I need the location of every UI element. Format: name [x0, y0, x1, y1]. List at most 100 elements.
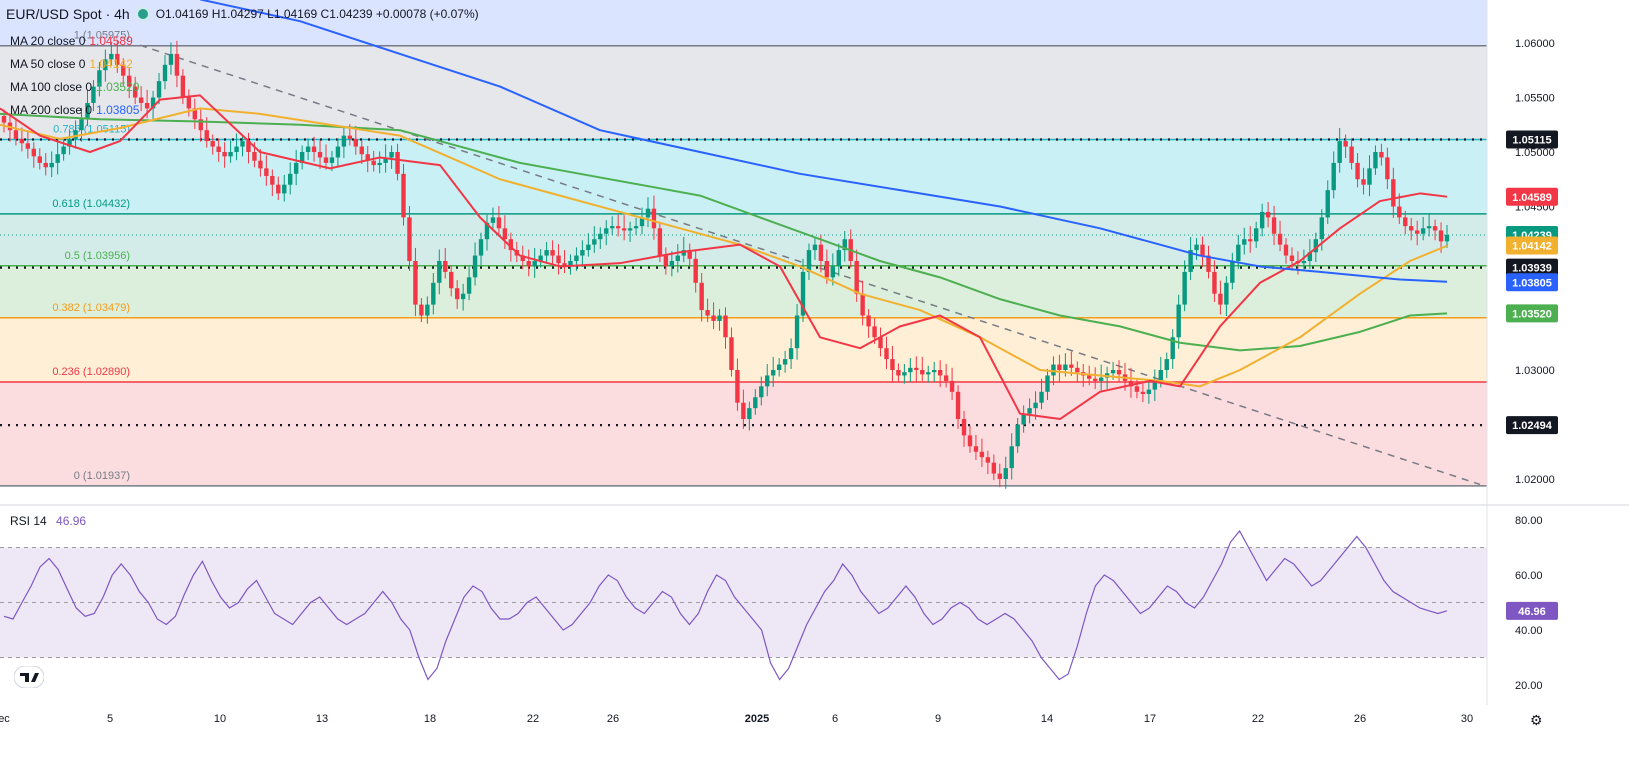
- candle-body: [180, 75, 186, 98]
- fib-level-label: 0 (1.01937): [74, 470, 130, 482]
- ma-legend-label: MA 20 close 0: [10, 34, 86, 48]
- rsi-legend[interactable]: RSI 14 46.96: [10, 514, 86, 528]
- candle-body: [192, 108, 198, 120]
- candle-body: [1194, 244, 1199, 251]
- candle-body: [1355, 162, 1360, 180]
- candle-body: [490, 217, 496, 223]
- candle-body: [1200, 244, 1205, 256]
- candle-body: [121, 64, 126, 76]
- time-axis-label: 22: [1252, 713, 1264, 725]
- fib-zone: [0, 317, 1487, 382]
- fib-level-label: 1 (1.05975): [74, 30, 130, 42]
- candle-body: [1218, 293, 1223, 305]
- candle-body: [955, 391, 961, 420]
- candles: [1, 40, 1450, 489]
- candle-body: [49, 162, 54, 168]
- candle-body: [580, 250, 585, 256]
- ma-legend-value: 1.04589: [89, 34, 133, 48]
- candle-body: [25, 143, 31, 149]
- ma50-legend[interactable]: MA 50 close 0 1.04142: [10, 57, 133, 71]
- candle-body: [926, 372, 931, 375]
- candle-body: [156, 81, 162, 98]
- candle-body: [31, 148, 37, 157]
- candle-body: [991, 462, 997, 474]
- price-axis-label: 1.02000: [1515, 474, 1555, 486]
- candle-body: [252, 152, 257, 161]
- candle-body: [878, 337, 883, 349]
- candle-body: [1367, 168, 1372, 185]
- rsi-label: RSI 14: [10, 514, 47, 528]
- candle-body: [508, 239, 514, 251]
- candle-body: [383, 157, 388, 163]
- candle-body: [1224, 282, 1229, 305]
- symbol-title[interactable]: EUR/USD Spot · 4h: [6, 6, 130, 22]
- ma20-legend[interactable]: MA 20 close 0 1.04589: [10, 34, 133, 48]
- candle-body: [884, 348, 889, 360]
- candle-body: [91, 86, 96, 103]
- candle-body: [496, 217, 502, 229]
- candle-body: [353, 138, 359, 147]
- candle-body: [365, 154, 370, 161]
- candle-body: [359, 146, 364, 155]
- candle-body: [663, 255, 669, 267]
- ma-legend-label: MA 50 close 0: [10, 57, 86, 71]
- gear-icon[interactable]: ⚙: [1530, 712, 1543, 728]
- candle-body: [556, 255, 561, 264]
- time-axis-label: 10: [214, 713, 226, 725]
- candle-body: [1075, 367, 1080, 373]
- candle-body: [592, 239, 597, 245]
- candle-body: [544, 250, 549, 256]
- price-badge: [1506, 187, 1558, 206]
- price-badge: [1506, 416, 1558, 435]
- candle-body: [1432, 226, 1438, 231]
- price-badge-label: 1.02494: [1512, 420, 1553, 432]
- candle-body: [425, 304, 430, 316]
- candle-body: [1325, 190, 1330, 218]
- candle-body: [693, 258, 698, 283]
- candle-body: [1033, 402, 1038, 409]
- candle-body: [1164, 359, 1169, 370]
- candle-body: [55, 154, 60, 163]
- time-axis-label: 13: [316, 713, 328, 725]
- candle-body: [419, 304, 424, 316]
- candle-body: [973, 446, 979, 452]
- candle-body: [317, 152, 323, 158]
- candle-body: [1259, 211, 1265, 229]
- ma200-legend[interactable]: MA 200 close 0 1.03805: [10, 103, 139, 117]
- candle-body: [85, 102, 90, 120]
- candle-body: [1, 116, 7, 123]
- candle-body: [240, 141, 245, 147]
- price-axis-label: 1.05000: [1515, 147, 1555, 159]
- candle-body: [1188, 250, 1193, 272]
- candle-body: [293, 162, 299, 174]
- candle-body: [431, 282, 436, 305]
- candle-body: [604, 228, 609, 234]
- candle-body: [1069, 364, 1074, 368]
- candle-body: [198, 119, 203, 131]
- rsi-axis-label: 40.00: [1515, 625, 1543, 637]
- candle-body: [1420, 228, 1426, 234]
- candle-body: [1015, 424, 1020, 447]
- candle-body: [1409, 226, 1414, 231]
- candle-body: [830, 266, 836, 278]
- candle-body: [610, 226, 615, 229]
- candle-body: [866, 315, 871, 327]
- candle-body: [550, 250, 555, 256]
- candle-body: [484, 222, 490, 240]
- candle-body: [168, 53, 174, 65]
- candle-body: [687, 250, 692, 259]
- fib-zone: [0, 45, 1487, 140]
- candle-body: [824, 261, 830, 278]
- candle-body: [1003, 468, 1008, 479]
- candle-body: [902, 372, 907, 376]
- rsi-band: [0, 547, 1487, 658]
- fib-level-label: 0.5 (1.03956): [65, 250, 130, 262]
- candle-body: [937, 370, 943, 376]
- candle-body: [472, 255, 478, 278]
- candle-body: [1319, 217, 1324, 240]
- tradingview-logo-icon: [14, 666, 44, 688]
- ma100-legend[interactable]: MA 100 close 0 1.03520: [10, 80, 139, 94]
- candle-body: [413, 261, 418, 305]
- ma50-line: [0, 107, 1448, 388]
